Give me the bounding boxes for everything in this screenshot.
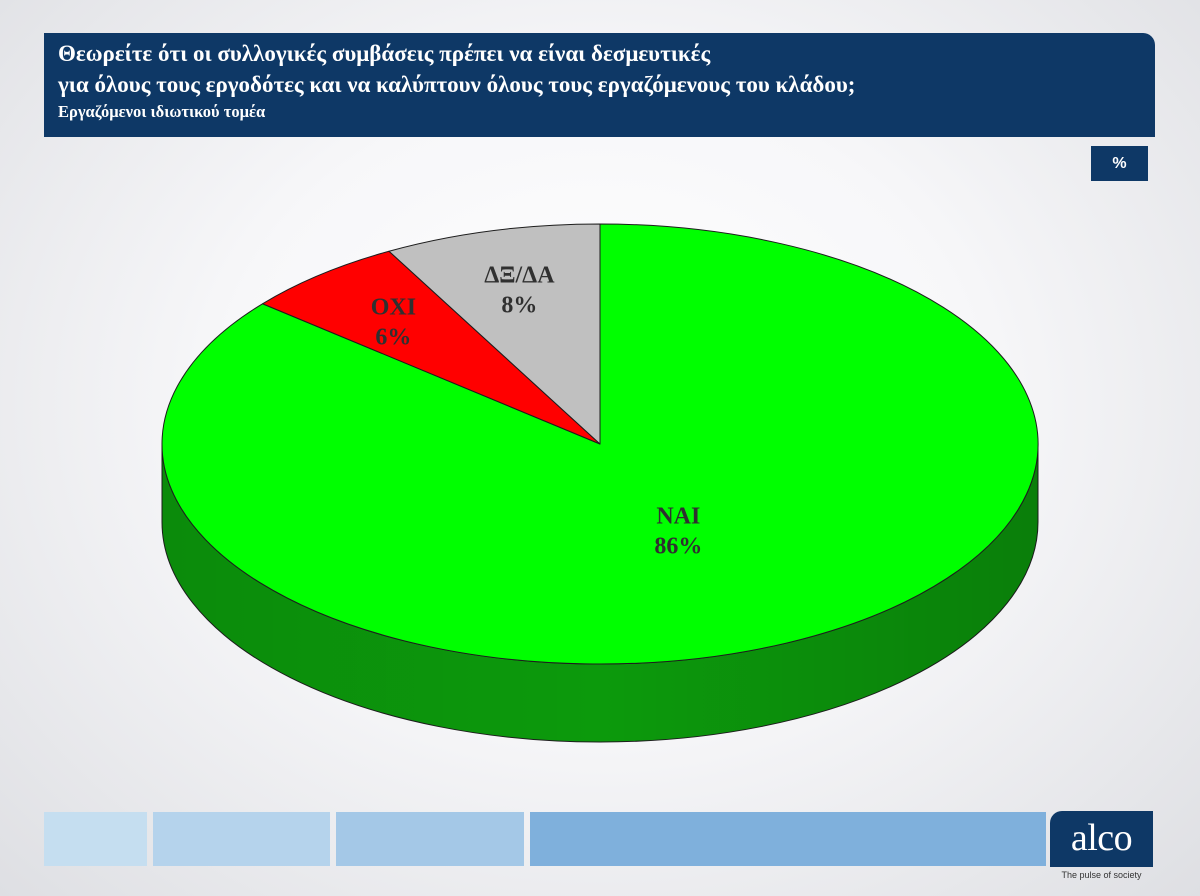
- slice-value-1: 6%: [375, 325, 411, 351]
- pie-slice-2: [388, 223, 601, 445]
- unit-badge: %: [1091, 146, 1148, 181]
- chart-subtitle: Εργαζόμενοι ιδιωτικού τομέα: [58, 102, 266, 121]
- slice-value-0: 86%: [654, 534, 702, 560]
- slice-label-0: ΝΑΙ: [656, 504, 700, 530]
- footer-bar-3: [336, 812, 524, 866]
- alco-logo: alco: [1050, 811, 1153, 867]
- pie-tops: [161, 223, 1039, 665]
- header-banner: Θεωρείτε ότι οι συλλογικές συμβάσεις πρέ…: [44, 33, 1155, 137]
- slice-label-2: ΔΞ/ΔΑ: [484, 262, 555, 288]
- footer-bar-1: [44, 812, 147, 866]
- chart-title-line-2: για όλους τους εργοδότες και να καλύπτου…: [58, 72, 856, 97]
- pie-side-shade-0: [162, 444, 1038, 742]
- footer-bar-2: [153, 812, 330, 866]
- slice-label-1: ΟΧΙ: [371, 295, 416, 321]
- pie-labels: ΝΑΙ 86% ΟΧΙ 6% ΔΞ/ΔΑ 8%: [371, 262, 703, 559]
- logo-tagline: The pulse of society: [1061, 870, 1142, 880]
- slice-value-2: 8%: [501, 292, 537, 318]
- chart-title-line-1: Θεωρείτε ότι οι συλλογικές συμβάσεις πρέ…: [58, 41, 711, 66]
- pie-slice-1: [262, 250, 601, 445]
- footer-bar-4: [530, 812, 1046, 866]
